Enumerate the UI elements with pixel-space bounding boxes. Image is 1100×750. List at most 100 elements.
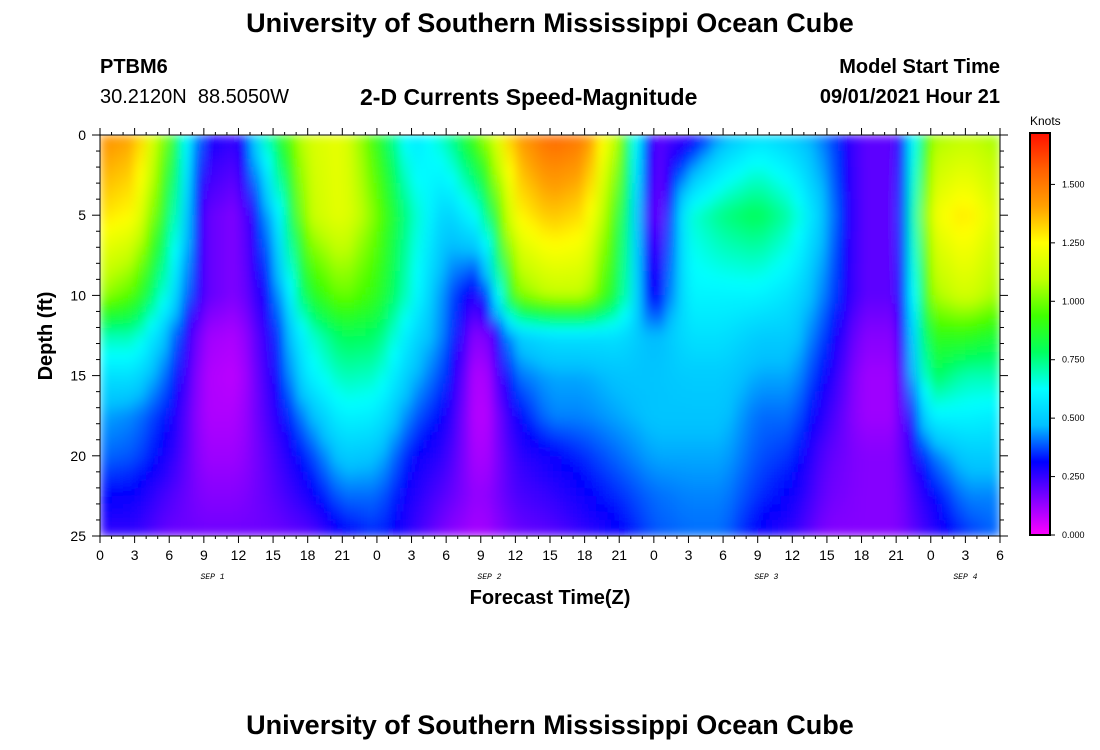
heatmap-cell bbox=[826, 295, 840, 305]
heatmap-cell bbox=[930, 295, 943, 305]
heatmap-cell bbox=[423, 287, 436, 296]
heatmap-cell bbox=[573, 191, 586, 200]
heatmap-cell bbox=[711, 215, 724, 224]
heatmap-cell bbox=[723, 287, 736, 296]
heatmap-cell bbox=[226, 231, 240, 240]
heatmap-cell bbox=[469, 463, 482, 473]
heatmap-cell bbox=[319, 495, 332, 505]
heatmap-cell bbox=[250, 519, 263, 529]
heatmap-cell bbox=[815, 319, 828, 329]
heatmap-cell bbox=[480, 487, 493, 497]
heatmap-cell bbox=[157, 415, 170, 425]
heatmap-cell bbox=[515, 439, 528, 449]
heatmap-cell bbox=[111, 335, 124, 345]
heatmap-cell bbox=[238, 175, 251, 184]
heatmap-cell bbox=[526, 327, 540, 337]
heatmap-cell bbox=[492, 303, 505, 313]
heatmap-cell bbox=[584, 527, 597, 536]
heatmap-cell bbox=[930, 319, 943, 329]
heatmap-cell bbox=[988, 239, 1000, 248]
heatmap-cell bbox=[273, 343, 286, 353]
heatmap-cell bbox=[988, 135, 1000, 144]
heatmap-cell bbox=[296, 471, 309, 481]
heatmap-cell bbox=[134, 319, 147, 329]
heatmap-cell bbox=[642, 231, 655, 240]
heatmap-cell bbox=[896, 431, 909, 441]
heatmap-cell bbox=[676, 423, 690, 433]
heatmap-cell bbox=[446, 151, 459, 160]
heatmap-cell bbox=[492, 415, 505, 425]
heatmap-cell bbox=[688, 151, 701, 160]
heatmap-cell bbox=[480, 351, 493, 361]
heatmap-cell bbox=[423, 367, 436, 377]
heatmap-cell bbox=[653, 287, 666, 296]
heatmap-cell bbox=[342, 519, 355, 529]
heatmap-cell bbox=[226, 487, 240, 497]
heatmap-cell bbox=[330, 199, 343, 208]
heatmap-cell bbox=[838, 511, 851, 521]
heatmap-cell bbox=[469, 239, 482, 248]
heatmap-cell bbox=[769, 255, 782, 264]
heatmap-cell bbox=[919, 463, 932, 473]
heatmap-cell bbox=[688, 175, 701, 184]
heatmap-cell bbox=[342, 511, 355, 521]
heatmap-cell bbox=[884, 399, 897, 409]
heatmap-cell bbox=[503, 311, 516, 321]
heatmap-cell bbox=[111, 239, 124, 248]
heatmap-cell bbox=[976, 407, 990, 417]
heatmap-cell bbox=[746, 511, 759, 521]
heatmap-cell bbox=[411, 311, 424, 321]
heatmap-cell bbox=[226, 375, 240, 385]
heatmap-cell bbox=[457, 207, 470, 216]
heatmap-cell bbox=[803, 343, 816, 353]
heatmap-cell bbox=[146, 527, 159, 536]
heatmap-cell bbox=[700, 175, 713, 184]
heatmap-cell bbox=[711, 295, 724, 305]
heatmap-cell bbox=[446, 455, 459, 465]
heatmap-cell bbox=[584, 375, 597, 385]
heatmap-cell bbox=[480, 479, 493, 489]
heatmap-cell bbox=[550, 367, 563, 377]
heatmap-cell bbox=[873, 479, 886, 489]
heatmap-cell bbox=[123, 455, 136, 465]
heatmap-cell bbox=[123, 215, 136, 224]
heatmap-cell bbox=[642, 511, 655, 521]
heatmap-cell bbox=[457, 255, 470, 264]
heatmap-cell bbox=[365, 463, 378, 473]
heatmap-cell bbox=[515, 503, 528, 513]
heatmap-cell bbox=[330, 175, 343, 184]
heatmap-cell bbox=[873, 319, 886, 329]
heatmap-cell bbox=[676, 463, 690, 473]
heatmap-cell bbox=[965, 511, 978, 521]
heatmap-cell bbox=[538, 279, 551, 288]
heatmap-cell bbox=[192, 479, 205, 489]
heatmap-cell bbox=[238, 479, 251, 489]
heatmap-cell bbox=[942, 215, 955, 224]
heatmap-cell bbox=[642, 327, 655, 337]
heatmap-cell bbox=[492, 231, 505, 240]
heatmap-cell bbox=[434, 415, 447, 425]
heatmap-cell bbox=[226, 495, 240, 505]
heatmap-cell bbox=[861, 327, 874, 337]
heatmap-cell bbox=[942, 471, 955, 481]
heatmap-cell bbox=[376, 319, 390, 329]
heatmap-cell bbox=[330, 367, 343, 377]
heatmap-cell bbox=[965, 391, 978, 401]
heatmap-cell bbox=[780, 479, 793, 489]
heatmap-cell bbox=[861, 239, 874, 248]
heatmap-cell bbox=[250, 431, 263, 441]
heatmap-cell bbox=[538, 487, 551, 497]
heatmap-cell bbox=[919, 199, 932, 208]
heatmap-cell bbox=[330, 287, 343, 296]
heatmap-cell bbox=[215, 375, 228, 385]
heatmap-cell bbox=[953, 215, 966, 224]
heatmap-cell bbox=[169, 319, 182, 329]
heatmap-cell bbox=[965, 335, 978, 345]
heatmap-cell bbox=[723, 447, 736, 457]
heatmap-cell bbox=[769, 199, 782, 208]
heatmap-cell bbox=[688, 247, 701, 256]
heatmap-cell bbox=[330, 391, 343, 401]
heatmap-cell bbox=[838, 255, 851, 264]
heatmap-cell bbox=[815, 143, 828, 152]
heatmap-cell bbox=[700, 447, 713, 457]
